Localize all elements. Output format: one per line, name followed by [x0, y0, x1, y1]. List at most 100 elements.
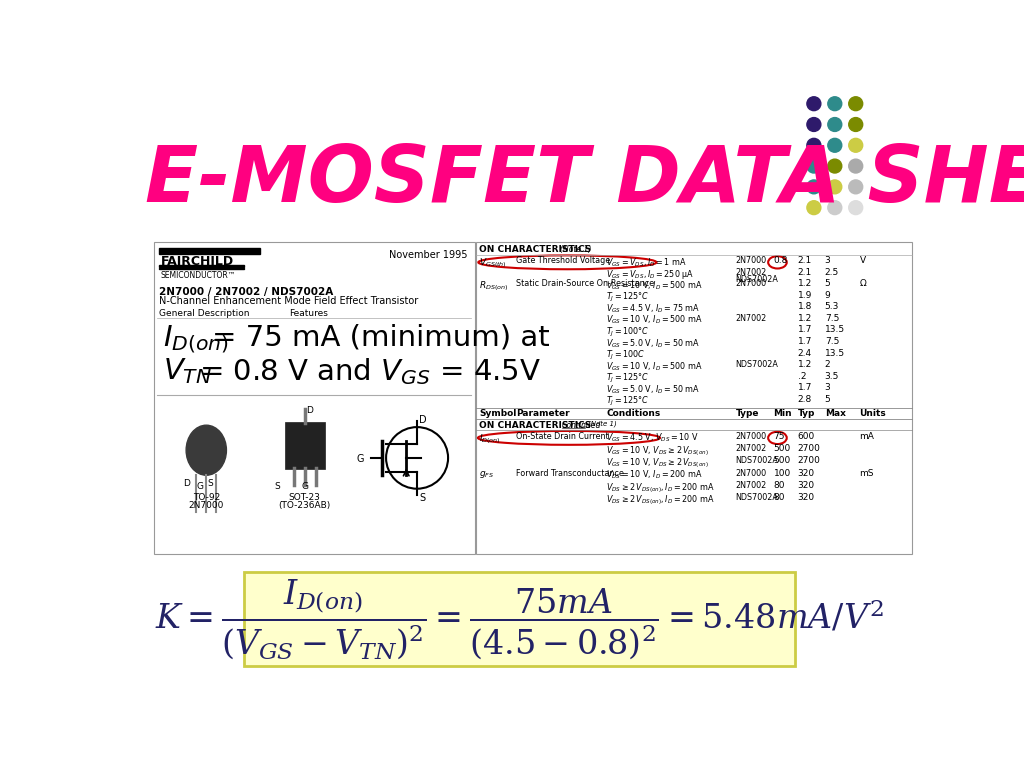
Text: 2N7000: 2N7000	[188, 501, 224, 510]
Text: $T_J = 100°C$: $T_J = 100°C$	[606, 326, 649, 339]
Circle shape	[849, 200, 862, 214]
Text: $V_{GS} = 10$ V, $V_{DS} \geq 2\,V_{DS(on)}$: $V_{GS} = 10$ V, $V_{DS} \geq 2\,V_{DS(o…	[606, 456, 709, 470]
Text: Conditions: Conditions	[606, 409, 660, 419]
Circle shape	[807, 118, 821, 131]
Circle shape	[807, 138, 821, 152]
Text: (Note 1): (Note 1)	[588, 420, 616, 427]
Text: $K = \dfrac{I_{D(on)}}{(V_{GS}-V_{TN})^2} = \dfrac{75mA}{(4.5-0.8)^2} = 5.48mA/V: $K = \dfrac{I_{D(on)}}{(V_{GS}-V_{TN})^2…	[155, 577, 884, 660]
Text: $I_{D(on)}$: $I_{D(on)}$	[163, 323, 228, 355]
Text: 500: 500	[773, 456, 791, 465]
Text: NDS7002A: NDS7002A	[735, 360, 778, 369]
Text: V: V	[859, 257, 865, 265]
Bar	[159, 249, 260, 254]
Text: $g_{FS}$: $g_{FS}$	[479, 468, 495, 480]
Text: 2: 2	[824, 360, 830, 369]
Text: 7.5: 7.5	[824, 337, 839, 346]
Text: Min: Min	[773, 409, 793, 419]
Text: 1.8: 1.8	[798, 303, 812, 311]
Text: 2N7000: 2N7000	[735, 257, 767, 265]
Ellipse shape	[186, 425, 226, 475]
Text: 1.2: 1.2	[798, 280, 812, 288]
Text: 3: 3	[824, 383, 830, 392]
Circle shape	[807, 200, 821, 214]
Text: $V_{GS} = V_{DS}, I_D = 250$ μA: $V_{GS} = V_{DS}, I_D = 250$ μA	[606, 268, 694, 281]
Circle shape	[807, 159, 821, 173]
Text: $V_{GS} = 5.0$ V, $I_D = 50$ mA: $V_{GS} = 5.0$ V, $I_D = 50$ mA	[606, 383, 700, 396]
Text: FAIRCHILD: FAIRCHILD	[161, 256, 233, 268]
Text: NDS7002A: NDS7002A	[735, 456, 778, 465]
Text: 1.7: 1.7	[798, 326, 812, 335]
Text: 2N7000: 2N7000	[735, 280, 767, 288]
Text: $V_{GS} = 4.5$ V, $I_D = 75$ mA: $V_{GS} = 4.5$ V, $I_D = 75$ mA	[606, 303, 700, 315]
Text: S: S	[420, 493, 426, 503]
Text: 500: 500	[773, 444, 791, 453]
Text: $V_{DS} \geq 2\,V_{DS(on)}, I_D = 200$ mA: $V_{DS} \geq 2\,V_{DS(on)}, I_D = 200$ m…	[606, 493, 715, 507]
Text: = 0.8 V and $V_{GS}$ = 4.5V: = 0.8 V and $V_{GS}$ = 4.5V	[199, 356, 541, 387]
Text: 13.5: 13.5	[824, 349, 845, 358]
Text: = 75 mA (minimum) at: = 75 mA (minimum) at	[212, 323, 550, 351]
Text: TO-92: TO-92	[193, 492, 220, 502]
Text: $V_{GS} = 10$ V, $I_D = 500$ mA: $V_{GS} = 10$ V, $I_D = 500$ mA	[606, 280, 702, 292]
Circle shape	[849, 180, 862, 194]
Text: 1.2: 1.2	[798, 314, 812, 323]
Text: 5: 5	[824, 395, 830, 404]
Text: 0.8: 0.8	[773, 257, 787, 265]
Text: $V_{GS(th)}$: $V_{GS(th)}$	[479, 257, 507, 270]
Text: 2N7002: 2N7002	[735, 314, 767, 323]
Text: SOT-23: SOT-23	[289, 492, 321, 502]
Text: D: D	[183, 478, 189, 488]
Text: 2.1: 2.1	[798, 268, 812, 276]
Text: $V_{GS} = 10$ V, $I_D = 500$ mA: $V_{GS} = 10$ V, $I_D = 500$ mA	[606, 314, 702, 326]
Text: 600: 600	[798, 432, 815, 441]
Bar	[154, 243, 475, 554]
Bar	[159, 268, 245, 269]
Text: 80: 80	[773, 481, 785, 490]
Circle shape	[849, 159, 862, 173]
Text: 1.7: 1.7	[798, 383, 812, 392]
Text: 7.5: 7.5	[824, 314, 839, 323]
Text: G: G	[302, 482, 308, 491]
Text: Ω: Ω	[859, 280, 866, 288]
Text: 320: 320	[798, 468, 815, 478]
Text: 9: 9	[824, 291, 830, 300]
Text: 1.2: 1.2	[798, 360, 812, 369]
Text: $V_{TN}$: $V_{TN}$	[163, 356, 212, 386]
Text: $T_J = 125°C$: $T_J = 125°C$	[606, 291, 649, 304]
Text: NDS7002A: NDS7002A	[735, 493, 778, 502]
Circle shape	[827, 180, 842, 194]
FancyBboxPatch shape	[285, 422, 325, 468]
Text: 5: 5	[824, 280, 830, 288]
Text: (TO-236AB): (TO-236AB)	[279, 501, 331, 510]
Text: 2700: 2700	[798, 444, 820, 453]
Text: $V_{DS} \geq 2\,V_{DS(on)}, I_D = 200$ mA: $V_{DS} \geq 2\,V_{DS(on)}, I_D = 200$ m…	[606, 481, 715, 495]
Text: NDS7002A: NDS7002A	[735, 275, 778, 283]
Text: Gate Threshold Voltage: Gate Threshold Voltage	[516, 257, 610, 265]
Text: 320: 320	[798, 481, 815, 490]
Text: S: S	[274, 482, 281, 491]
Text: Features: Features	[289, 309, 328, 317]
Text: Typ: Typ	[798, 409, 815, 419]
Circle shape	[827, 138, 842, 152]
Text: 80: 80	[773, 493, 785, 502]
Circle shape	[849, 97, 862, 111]
Text: Forward Transconductance: Forward Transconductance	[516, 468, 625, 478]
Text: mS: mS	[859, 468, 874, 478]
Text: November 1995: November 1995	[389, 250, 467, 260]
Text: $V_{GS} = 4.5$ V, $V_{DS} = 10$ V: $V_{GS} = 4.5$ V, $V_{DS} = 10$ V	[606, 432, 699, 444]
Text: SEMICONDUCTOR™: SEMICONDUCTOR™	[161, 271, 236, 280]
Text: 5.3: 5.3	[824, 303, 839, 311]
Text: 3.5: 3.5	[824, 372, 839, 381]
Circle shape	[827, 200, 842, 214]
Text: 2.5: 2.5	[824, 268, 839, 276]
Text: G: G	[357, 454, 365, 464]
Text: mA: mA	[859, 432, 874, 441]
Text: 3: 3	[824, 257, 830, 265]
Text: $V_{GS} = 10$ V, $V_{DS} \geq 2\,V_{DS(on)}$: $V_{GS} = 10$ V, $V_{DS} \geq 2\,V_{DS(o…	[606, 444, 709, 458]
Text: D: D	[420, 415, 427, 425]
Bar	[476, 243, 912, 554]
Text: $V_{GS} = 10$ V, $I_D = 500$ mA: $V_{GS} = 10$ V, $I_D = 500$ mA	[606, 360, 702, 372]
Text: Type: Type	[735, 409, 759, 419]
Text: $T_J = 125°C$: $T_J = 125°C$	[606, 395, 649, 408]
Text: On-State Drain Current: On-State Drain Current	[516, 432, 609, 441]
Text: Symbol: Symbol	[479, 409, 516, 419]
